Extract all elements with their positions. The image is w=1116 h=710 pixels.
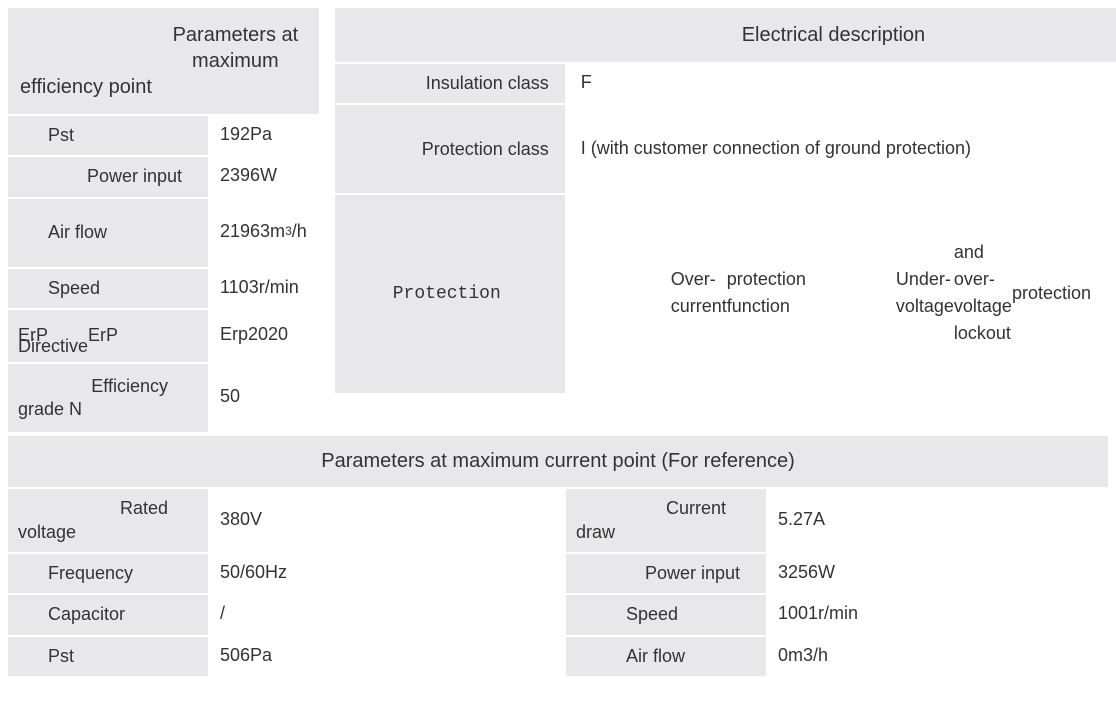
table-row: Frequency50/60Hz (8, 552, 550, 593)
table-label: Power input (566, 552, 766, 593)
table-label: Efficiencygrade N (8, 362, 208, 432)
table-value: I (with customer connection of ground pr… (565, 103, 1116, 193)
table-value: 380V (208, 487, 550, 552)
table-row: Efficiencygrade N50 (8, 362, 319, 432)
table-label: Frequency (8, 552, 208, 593)
table-label: Insulation class (335, 62, 565, 103)
table-row: ProtectionOver-currentprotection functio… (335, 193, 1116, 393)
table-label: Speed (8, 267, 208, 308)
table-value: 3256W (766, 552, 1108, 593)
table-row: Air flow21963m3/h (8, 197, 319, 267)
table-value: / (208, 593, 550, 634)
table-row: Pst506Pa (8, 635, 550, 676)
table-value: 21963m3/h (208, 197, 319, 267)
current-point-left: Ratedvoltage380VFrequency50/60HzCapacito… (8, 487, 550, 676)
table-value: 2396W (208, 155, 319, 196)
table-row: Power input2396W (8, 155, 319, 196)
table-row: Protection classI (with customer connect… (335, 103, 1116, 193)
table-row: Speed1103r/min (8, 267, 319, 308)
table-row: Air flow0m3/h (566, 635, 1108, 676)
current-point-right: Currentdraw5.27APower input3256WSpeed100… (566, 487, 1108, 676)
section1-title: Parameters at maximum efficiency point (8, 8, 319, 114)
table-value: 1001r/min (766, 593, 1108, 634)
table-value: F (565, 62, 1116, 103)
table-label: Pst (8, 114, 208, 155)
table-row: Currentdraw5.27A (566, 487, 1108, 552)
table-label: Protection class (335, 103, 565, 193)
table-label: Pst (8, 635, 208, 676)
table-row: Power input3256W (566, 552, 1108, 593)
electrical-desc-table: Electrical description Insulation classF… (335, 8, 1116, 432)
table-value: 50/60Hz (208, 552, 550, 593)
table-row: ErPErPDirectiveErp2020 (8, 308, 319, 362)
table-row: Ratedvoltage380V (8, 487, 550, 552)
table-label: Ratedvoltage (8, 487, 208, 552)
table-label: Air flow (8, 197, 208, 267)
table-value: Over-currentprotection functionUnder-vol… (565, 193, 1116, 393)
section3-title: Parameters at maximum current point (For… (8, 436, 1108, 487)
table-row: Capacitor/ (8, 593, 550, 634)
table-label: Air flow (566, 635, 766, 676)
table-value: 50 (208, 362, 319, 432)
table-row: Insulation classF (335, 62, 1116, 103)
table-value: 192Pa (208, 114, 319, 155)
table-value: 1103r/min (208, 267, 319, 308)
table-value: Erp2020 (208, 308, 319, 362)
table-label: Capacitor (8, 593, 208, 634)
table-label: Speed (566, 593, 766, 634)
table-label: Protection (335, 193, 565, 393)
table-row: Pst192Pa (8, 114, 319, 155)
table-label: Currentdraw (566, 487, 766, 552)
table-value: 5.27A (766, 487, 1108, 552)
table-label: Power input (8, 155, 208, 196)
table-value: 0m3/h (766, 635, 1108, 676)
table-row: Speed1001r/min (566, 593, 1108, 634)
efficiency-params-table: Parameters at maximum efficiency point P… (8, 8, 319, 432)
section2-title: Electrical description (335, 8, 1116, 62)
table-value: 506Pa (208, 635, 550, 676)
